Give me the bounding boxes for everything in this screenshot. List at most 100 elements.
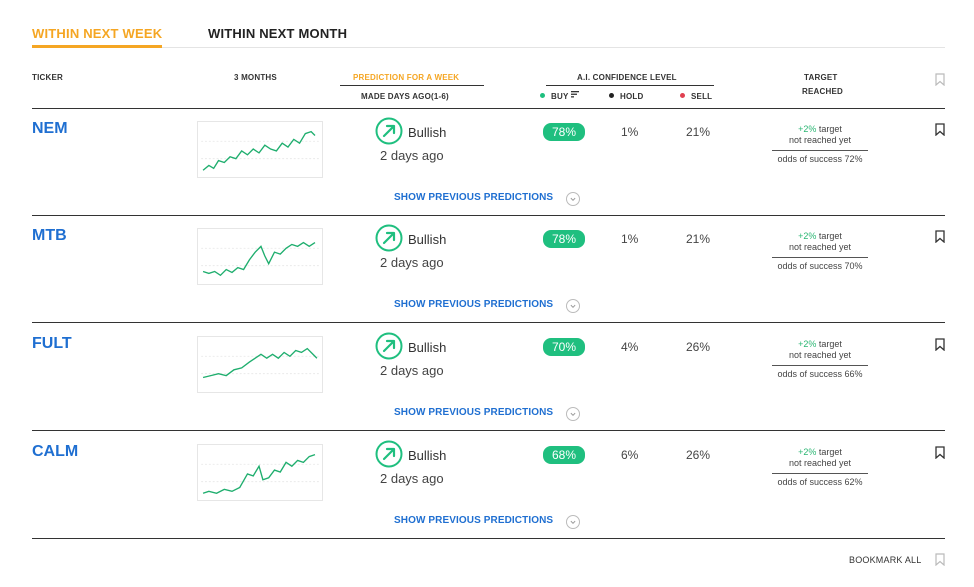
ticker-symbol[interactable]: MTB [32,227,67,244]
bookmark-icon[interactable] [935,446,945,459]
row-divider [32,538,945,539]
hold-confidence: 1% [621,125,639,139]
sparkline-chart [197,121,323,178]
buy-confidence-badge: 78% [543,230,585,248]
header-buy-label: BUY [551,92,569,101]
chevron-down-icon[interactable] [566,407,580,421]
sell-confidence: 26% [686,448,711,462]
header-sell-label: SELL [691,92,713,101]
odds-of-success: odds of success 70% [777,261,863,271]
odds-of-success: odds of success 66% [777,369,863,379]
target-info: +2% target not reached yet odds of succe… [772,124,868,165]
target-divider [772,150,868,151]
bullish-arrow-icon [375,440,403,468]
target-word: target [816,231,842,241]
show-previous-predictions-link[interactable]: SHOW PREVIOUS PREDICTIONS [394,407,554,418]
header-made-days-ago: MADE DAYS AGO(1-6) [361,92,449,101]
hold-confidence: 4% [621,340,639,354]
header-reached: REACHED [802,87,843,96]
hold-confidence: 6% [621,448,639,462]
header-hold: HOLD [609,92,643,101]
chevron-down-icon[interactable] [566,515,580,529]
target-percent: +2% [798,124,817,134]
header-3-months: 3 MONTHS [234,73,277,82]
sparkline-chart [197,228,323,285]
chevron-down-icon[interactable] [566,299,580,313]
table-divider [32,108,945,109]
target-divider [772,365,868,366]
buy-confidence-badge: 78% [543,123,585,141]
odds-of-success: odds of success 62% [777,477,863,487]
target-info: +2% target not reached yet odds of succe… [772,447,868,488]
prediction-label: Bullish [408,448,447,463]
bullish-arrow-icon [375,117,403,145]
target-status: not reached yet [788,242,852,252]
bookmark-icon[interactable] [935,123,945,136]
prediction-made-ago: 2 days ago [380,363,444,378]
ticker-symbol[interactable]: FULT [32,335,72,352]
bullish-arrow-icon [375,224,403,252]
bookmark-all-icon[interactable] [935,553,945,566]
header-target: TARGET [804,73,838,82]
show-previous-predictions-link[interactable]: SHOW PREVIOUS PREDICTIONS [394,192,554,203]
header-divider-prediction [340,85,484,86]
sell-dot-icon [680,93,685,99]
show-previous-predictions-link[interactable]: SHOW PREVIOUS PREDICTIONS [394,299,554,310]
target-divider [772,473,868,474]
buy-confidence-badge: 70% [543,338,585,356]
target-line: +2% target [772,339,868,350]
header-sell: SELL [680,92,712,101]
ticker-symbol[interactable]: CALM [32,443,79,460]
prediction-made-ago: 2 days ago [380,255,444,270]
buy-dot-icon [540,93,545,99]
period-tabs: WITHIN NEXT WEEK WITHIN NEXT MONTH [32,26,945,48]
prediction-label: Bullish [408,340,447,355]
target-line: +2% target [772,447,868,458]
sparkline-series [202,130,316,171]
bookmark-icon[interactable] [935,230,945,243]
sparkline-chart [197,336,323,393]
show-previous-predictions-link[interactable]: SHOW PREVIOUS PREDICTIONS [394,515,554,526]
prediction-label: Bullish [408,125,447,140]
target-word: target [816,339,842,349]
bookmark-all-label[interactable]: BOOKMARK ALL [849,555,922,565]
row-divider [32,430,945,431]
sparkline-series [202,347,318,379]
target-word: target [816,447,842,457]
tab-within-next-week[interactable]: WITHIN NEXT WEEK [32,26,163,48]
tab-within-next-month[interactable]: WITHIN NEXT MONTH [208,26,348,41]
target-info: +2% target not reached yet odds of succe… [772,231,868,272]
header-ticker: TICKER [32,73,63,82]
target-status: not reached yet [788,350,852,360]
row-divider [32,215,945,216]
sparkline-series [202,241,316,277]
header-prediction-for-a-week: PREDICTION FOR A WEEK [353,73,460,82]
header-buy[interactable]: BUY [540,91,579,101]
prediction-made-ago: 2 days ago [380,471,444,486]
hold-dot-icon [609,93,614,99]
header-divider-confidence [546,85,714,86]
sparkline-series [202,454,316,494]
chevron-down-icon[interactable] [566,192,580,206]
target-status: not reached yet [788,135,852,145]
target-percent: +2% [798,339,817,349]
bookmark-icon[interactable] [935,338,945,351]
target-info: +2% target not reached yet odds of succe… [772,339,868,380]
sell-confidence: 26% [686,340,711,354]
ticker-symbol[interactable]: NEM [32,120,68,137]
prediction-made-ago: 2 days ago [380,148,444,163]
target-divider [772,257,868,258]
hold-confidence: 1% [621,232,639,246]
row-divider [32,322,945,323]
header-ai-confidence: A.I. CONFIDENCE LEVEL [577,73,677,82]
target-word: target [816,124,842,134]
header-bookmark-icon[interactable] [935,73,945,86]
sort-filter-icon[interactable] [570,91,579,98]
header-hold-label: HOLD [620,92,644,101]
sell-confidence: 21% [686,232,711,246]
buy-confidence-badge: 68% [543,446,585,464]
odds-of-success: odds of success 72% [777,154,863,164]
bullish-arrow-icon [375,332,403,360]
target-status: not reached yet [788,458,852,468]
sparkline-chart [197,444,323,501]
